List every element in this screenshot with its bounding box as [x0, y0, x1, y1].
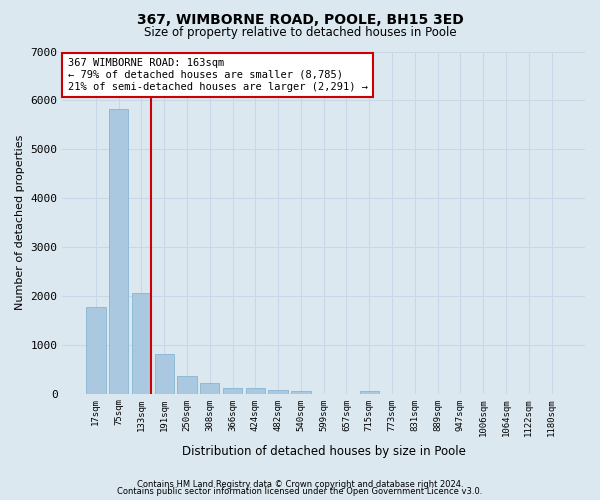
Y-axis label: Number of detached properties: Number of detached properties [15, 135, 25, 310]
Bar [223, 388, 242, 394]
Bar [132, 293, 151, 394]
Bar [178, 376, 197, 394]
Text: 367 WIMBORNE ROAD: 163sqm
← 79% of detached houses are smaller (8,785)
21% of se: 367 WIMBORNE ROAD: 163sqm ← 79% of detac… [68, 58, 368, 92]
Bar [291, 391, 311, 394]
Bar [86, 306, 106, 394]
Text: Size of property relative to detached houses in Poole: Size of property relative to detached ho… [143, 26, 457, 39]
Bar [245, 388, 265, 394]
X-axis label: Distribution of detached houses by size in Poole: Distribution of detached houses by size … [182, 444, 466, 458]
Text: 367, WIMBORNE ROAD, POOLE, BH15 3ED: 367, WIMBORNE ROAD, POOLE, BH15 3ED [137, 12, 463, 26]
Bar [155, 354, 174, 394]
Bar [109, 109, 128, 394]
Text: Contains public sector information licensed under the Open Government Licence v3: Contains public sector information licen… [118, 487, 482, 496]
Bar [200, 383, 220, 394]
Text: Contains HM Land Registry data © Crown copyright and database right 2024.: Contains HM Land Registry data © Crown c… [137, 480, 463, 489]
Bar [359, 391, 379, 394]
Bar [268, 390, 288, 394]
